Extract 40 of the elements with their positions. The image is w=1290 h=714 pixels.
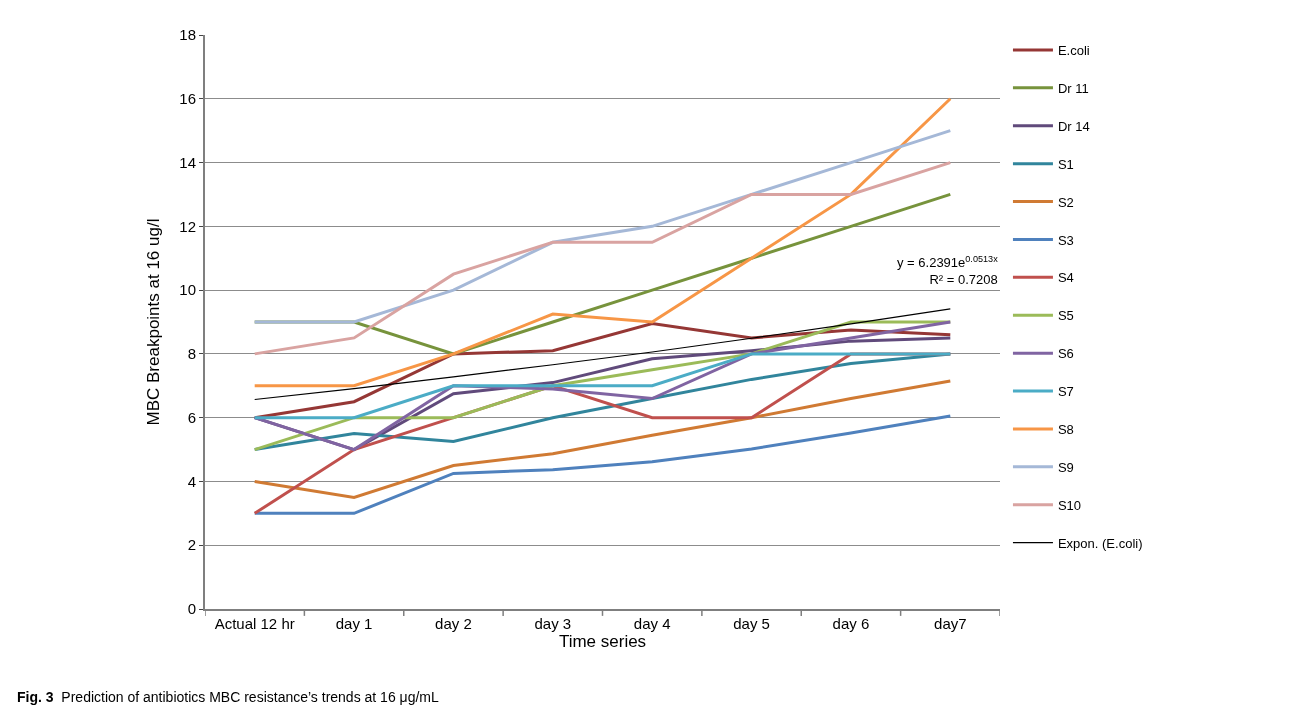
legend-label: Dr 11 — [1057, 80, 1089, 96]
legend-label: S6 — [1057, 346, 1074, 362]
x-tick-label: day 5 — [733, 615, 770, 632]
legend-label: S10 — [1057, 497, 1082, 513]
x-tick-label: day7 — [934, 615, 967, 632]
legend-label: S7 — [1057, 384, 1074, 400]
y-tick-label: 18 — [179, 26, 196, 44]
line-series — [254, 308, 951, 401]
y-tick-label: 4 — [187, 472, 196, 490]
x-tick-label: day 4 — [633, 615, 671, 632]
x-axis-title: Time series — [558, 632, 647, 651]
y-tick-label: 8 — [187, 345, 196, 363]
x-tick-label: day 3 — [534, 615, 572, 632]
y-tick-label: 14 — [179, 153, 196, 171]
legend-label: Expon. (E.coli) — [1057, 535, 1143, 551]
y-tick-label: 0 — [187, 600, 196, 618]
y-tick-label: 16 — [179, 90, 196, 108]
x-tick-label: day 1 — [335, 615, 373, 632]
legend-label: E.coli — [1057, 43, 1090, 59]
y-tick-label: 6 — [187, 408, 196, 426]
y-tick-label: 2 — [187, 536, 196, 554]
x-tick-label: day 6 — [832, 615, 870, 632]
legend-label: S3 — [1057, 232, 1074, 248]
legend-label: S2 — [1057, 194, 1074, 210]
legend-label: S8 — [1057, 422, 1074, 438]
y-tick-label: 10 — [179, 281, 196, 299]
x-tick-label: Actual 12 hr — [214, 615, 295, 632]
legend-label: S4 — [1057, 270, 1074, 286]
legend-label: S5 — [1057, 308, 1074, 324]
legend-label: Dr 14 — [1057, 118, 1090, 134]
line-series — [253, 414, 952, 515]
y-tick-label: 12 — [179, 217, 196, 235]
legend-label: S9 — [1057, 459, 1074, 475]
annotation: y = 6.2391e$^{0.0513x}$ R² = 0.7208 — [897, 254, 999, 288]
x-tick-label: day 2 — [435, 615, 472, 632]
legend-label: S1 — [1057, 156, 1074, 172]
line-series — [253, 322, 952, 420]
caption: Fig. 3 Prediction of antibiotics MBC resistance’s trends at 16 μg/mL — [17, 689, 439, 705]
y-axis-title: MBC Breakpoints at 16 ug/l — [144, 218, 164, 426]
line-series — [253, 379, 952, 499]
